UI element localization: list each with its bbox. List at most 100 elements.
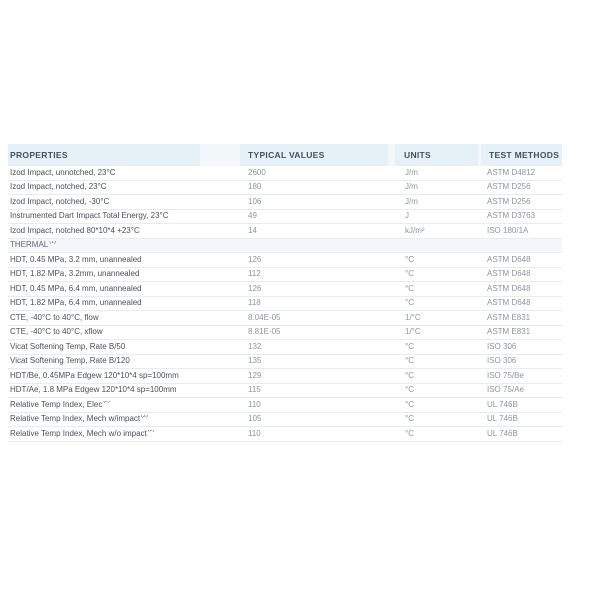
test-method: ASTM E831 (481, 314, 562, 322)
table-row: HDT, 0.45 MPa, 3.2 mm, unannealed 126 °C… (8, 253, 562, 268)
typical-value: 106 (240, 198, 405, 206)
typical-value: 126 (240, 285, 405, 293)
test-method-text: ISO 75/Ae (487, 386, 524, 395)
footnote-ref: (2) (147, 429, 155, 434)
typical-value-text: 118 (248, 299, 261, 308)
property-name: Izod Impact, unnotched, 23°C (8, 169, 240, 177)
unit: °C (405, 415, 481, 423)
typical-value-text: 126 (248, 284, 262, 293)
test-method: ASTM D648 (481, 299, 562, 307)
test-method-text: ASTM D648 (487, 284, 531, 293)
property-name-text: HDT, 0.45 MPa, 3.2 mm, unannealed (10, 255, 142, 264)
property-name: Relative Temp Index, Elec(2) (8, 401, 240, 409)
typical-value-text: 180 (248, 183, 262, 192)
typical-value: 180 (240, 183, 405, 191)
property-name: Vicat Softening Temp, Rate B/50 (8, 343, 240, 351)
table-row: Relative Temp Index, Elec(2) 110 °C UL 7… (8, 398, 562, 413)
property-name-text: Izod Impact, notched, -30°C (10, 197, 110, 206)
unit-text: J/m (405, 197, 418, 206)
table-header-row: PROPERTIES TYPICAL VALUES UNITS TEST MET… (8, 144, 562, 166)
property-name: HDT/Be, 0.45MPa Edgew 120*10*4 sp=100mm (8, 372, 240, 380)
unit-text: °C (405, 284, 414, 293)
typical-value-text: 126 (248, 255, 262, 264)
test-method: UL 746B (481, 415, 562, 423)
typical-value-text: 129 (248, 371, 262, 380)
test-method-text: ASTM E831 (487, 328, 531, 337)
typical-value-text: 132 (248, 342, 262, 351)
property-name-text: Relative Temp Index, Mech w/o impact (10, 429, 147, 438)
column-header-label: TYPICAL VALUES (248, 150, 325, 160)
table-row: HDT, 0.45 MPa, 6.4 mm, unannealed 126 °C… (8, 282, 562, 297)
unit: 1/°C (405, 314, 481, 322)
property-name-text: Vicat Softening Temp, Rate B/120 (10, 357, 130, 366)
footnote-ref: (2) (141, 415, 148, 419)
table-row: HDT, 1.82 MPa, 6.4 mm, unannealed 118 °C… (8, 297, 562, 311)
typical-value: 112 (240, 270, 405, 278)
table-row: CTE, -40°C to 40°C, flow 8.04E-05 1/°C A… (8, 311, 562, 326)
property-name: CTE, -40°C to 40°C, flow (8, 314, 240, 322)
typical-value-text: 49 (248, 212, 257, 221)
unit-text: °C (405, 400, 414, 409)
unit: °C (405, 357, 481, 365)
property-name-text: Izod Impact, notched, 23°C (10, 183, 107, 192)
property-name-text: HDT/Ae, 1.8 MPa Edgew 120*10*4 sp=100mm (10, 386, 177, 395)
unit-text: 1/°C (405, 313, 421, 322)
header-separator (388, 144, 395, 166)
test-method-text: ASTM D3763 (487, 212, 536, 221)
unit-text: kJ/m² (405, 226, 425, 235)
column-header-typical-values: TYPICAL VALUES (240, 144, 388, 166)
unit: J/m (405, 169, 481, 177)
test-method-text: ASTM D648 (487, 299, 531, 308)
table-row: Izod Impact, notched, -30°C 106 J/m ASTM… (8, 195, 562, 210)
property-name: Relative Temp Index, Mech w/o impact(2) (8, 430, 240, 438)
table-row: HDT/Ae, 1.8 MPa Edgew 120*10*4 sp=100mm … (8, 384, 562, 398)
test-method: ASTM D4812 (481, 169, 562, 177)
column-header-units: UNITS (395, 144, 478, 166)
column-header-test-methods: TEST METHODS (481, 144, 562, 166)
property-name-text: HDT/Be, 0.45MPa Edgew 120*10*4 sp=100mm (10, 371, 179, 380)
test-method: ASTM D256 (481, 183, 562, 191)
typical-value: 129 (240, 372, 405, 380)
unit-text: 1/°C (405, 328, 421, 337)
typical-value: 8.81E-05 (240, 328, 405, 336)
test-method: ASTM D648 (481, 285, 562, 293)
test-method-text: ASTM D256 (487, 197, 531, 206)
table-row: CTE, -40°C to 40°C, xflow 8.81E-05 1/°C … (8, 326, 562, 340)
typical-value: 2600 (240, 169, 405, 177)
unit-text: °C (405, 270, 414, 279)
section-title: THERMAL(1) (8, 241, 562, 249)
unit-text: °C (405, 371, 414, 380)
property-name-text: HDT, 1.82 MPa, 3.2mm, unannealed (10, 270, 140, 279)
typical-value-text: 115 (248, 386, 261, 395)
property-name: Izod Impact, notched 80*10*4 +23°C (8, 227, 240, 235)
test-method-text: UL 746B (487, 415, 518, 424)
property-name-text: Vicat Softening Temp, Rate B/50 (10, 342, 126, 351)
test-method: UL 746B (481, 401, 562, 409)
property-name: Instrumented Dart Impact Total Energy, 2… (8, 212, 240, 220)
table-row: HDT/Be, 0.45MPa Edgew 120*10*4 sp=100mm … (8, 369, 562, 384)
typical-value: 132 (240, 343, 405, 351)
unit-text: J/m (405, 168, 418, 177)
property-name: Izod Impact, notched, 23°C (8, 183, 240, 191)
table-row: Vicat Softening Temp, Rate B/50 132 °C I… (8, 340, 562, 355)
table-row: Relative Temp Index, Mech w/impact(2) 10… (8, 413, 562, 427)
typical-value-text: 112 (248, 270, 261, 279)
table-row: Izod Impact, notched, 23°C 180 J/m ASTM … (8, 181, 562, 195)
column-header-label: UNITS (404, 150, 431, 160)
unit: J (405, 212, 481, 220)
typical-value: 118 (240, 299, 405, 307)
test-method: ISO 75/Be (481, 372, 562, 380)
property-name-text: Izod Impact, unnotched, 23°C (10, 168, 116, 177)
typical-value: 135 (240, 357, 405, 365)
typical-value: 8.04E-05 (240, 314, 405, 322)
test-method-text: ISO 180/1A (487, 226, 529, 235)
test-method-text: ASTM D648 (487, 255, 531, 264)
property-name: HDT, 1.82 MPa, 3.2mm, unannealed (8, 270, 240, 278)
typical-value-text: 8.04E-05 (248, 313, 281, 322)
unit: 1/°C (405, 328, 481, 336)
typical-value-text: 105 (248, 415, 262, 424)
property-name: HDT, 1.82 MPa, 6.4 mm, unannealed (8, 299, 240, 307)
table-row: Vicat Softening Temp, Rate B/120 135 °C … (8, 355, 562, 369)
column-header-label: PROPERTIES (10, 150, 68, 160)
